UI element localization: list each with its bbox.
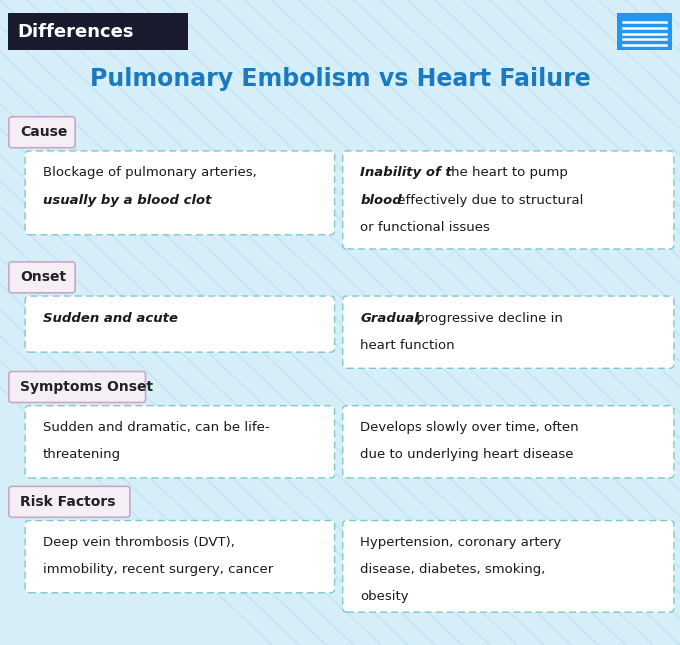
- Text: Pulmonary Embolism vs Heart Failure: Pulmonary Embolism vs Heart Failure: [90, 66, 590, 91]
- Text: Deep vein thrombosis (DVT),: Deep vein thrombosis (DVT),: [43, 536, 235, 549]
- FancyBboxPatch shape: [9, 262, 75, 293]
- Text: Differences: Differences: [17, 23, 133, 41]
- Text: usually by a blood clot: usually by a blood clot: [43, 194, 211, 206]
- FancyBboxPatch shape: [25, 521, 335, 593]
- Text: Risk Factors: Risk Factors: [20, 495, 116, 509]
- Text: due to underlying heart disease: due to underlying heart disease: [360, 448, 574, 461]
- Text: Blockage of pulmonary arteries,: Blockage of pulmonary arteries,: [43, 166, 256, 179]
- Text: he heart to pump: he heart to pump: [451, 166, 568, 179]
- FancyBboxPatch shape: [25, 151, 335, 235]
- Text: Sudden and dramatic, can be life-: Sudden and dramatic, can be life-: [43, 421, 269, 434]
- Text: immobility, recent surgery, cancer: immobility, recent surgery, cancer: [43, 563, 273, 576]
- Text: threatening: threatening: [43, 448, 121, 461]
- Text: Hypertension, coronary artery: Hypertension, coronary artery: [360, 536, 562, 549]
- FancyBboxPatch shape: [343, 296, 674, 368]
- Text: Gradual,: Gradual,: [360, 312, 424, 324]
- FancyBboxPatch shape: [9, 117, 75, 148]
- FancyBboxPatch shape: [25, 406, 335, 478]
- FancyBboxPatch shape: [25, 296, 335, 352]
- Text: obesity: obesity: [360, 590, 409, 603]
- Text: blood: blood: [360, 194, 402, 206]
- FancyBboxPatch shape: [343, 151, 674, 249]
- Text: effectively due to structural: effectively due to structural: [393, 194, 583, 206]
- Text: Cause: Cause: [20, 125, 68, 139]
- FancyBboxPatch shape: [9, 372, 146, 402]
- Text: Onset: Onset: [20, 270, 67, 284]
- Text: Sudden and acute: Sudden and acute: [43, 312, 178, 324]
- Text: progressive decline in: progressive decline in: [412, 312, 563, 324]
- Text: heart function: heart function: [360, 339, 455, 352]
- Text: Symptoms Onset: Symptoms Onset: [20, 380, 154, 394]
- FancyBboxPatch shape: [343, 521, 674, 612]
- FancyBboxPatch shape: [8, 13, 188, 50]
- FancyBboxPatch shape: [9, 486, 130, 517]
- Text: or functional issues: or functional issues: [360, 221, 490, 233]
- Text: disease, diabetes, smoking,: disease, diabetes, smoking,: [360, 563, 546, 576]
- FancyBboxPatch shape: [343, 406, 674, 478]
- Text: Inability of t: Inability of t: [360, 166, 452, 179]
- Text: Develops slowly over time, often: Develops slowly over time, often: [360, 421, 579, 434]
- FancyBboxPatch shape: [617, 13, 672, 50]
